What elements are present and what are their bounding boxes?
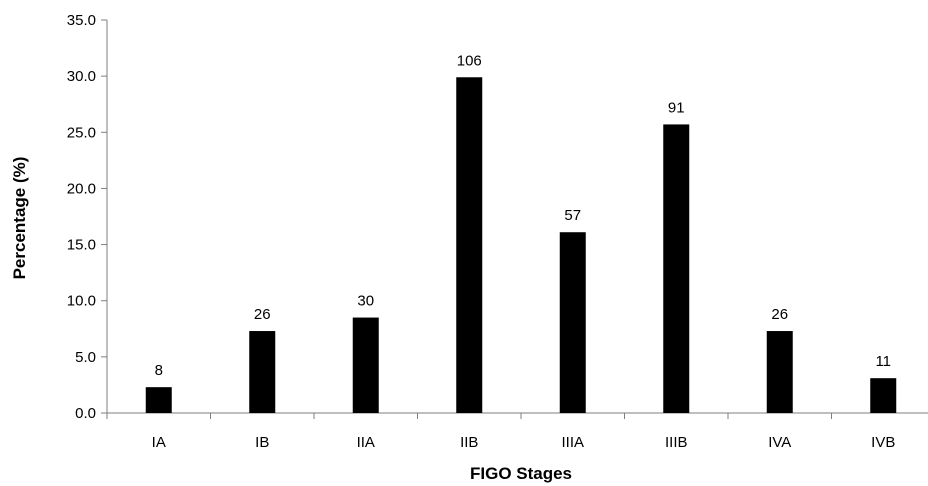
y-tick-label: 10.0 — [67, 293, 96, 310]
bar-iiia — [559, 232, 586, 413]
bar-iiib — [663, 124, 690, 413]
y-tick-label: 25.0 — [67, 124, 96, 141]
y-tick-label: 5.0 — [75, 349, 96, 366]
x-tick-label: IIIA — [561, 434, 584, 451]
data-label: 91 — [668, 99, 685, 116]
bars — [145, 77, 897, 413]
data-label: 8 — [155, 362, 163, 379]
y-tick-label: 30.0 — [67, 68, 96, 85]
x-tick-label: IIIB — [665, 434, 688, 451]
bar-ivb — [870, 378, 897, 413]
labels: IA 8 IB 26 IIA 30 IIB 106 IIIA 57 IIIB 91 IVA 26 IVB 11 — [152, 52, 896, 451]
x-tick-label: IB — [255, 434, 269, 451]
x-tick-label: IVA — [768, 434, 791, 451]
data-label: 30 — [357, 293, 374, 310]
bar-iva — [766, 331, 793, 413]
axes: 0.0 5.0 10.0 15.0 20.0 25.0 30.0 35.0 — [67, 12, 928, 422]
y-tick-label: 35.0 — [67, 12, 96, 29]
x-tick-label: IIA — [357, 434, 375, 451]
y-tick-label: 15.0 — [67, 237, 96, 254]
y-tick-label: 20.0 — [67, 180, 96, 197]
x-tick-label: IA — [152, 434, 166, 451]
data-label: 11 — [875, 353, 891, 370]
x-axis-title: FIGO Stages — [470, 464, 572, 483]
bar-iib — [456, 77, 483, 413]
data-label: 106 — [457, 52, 482, 69]
y-axis-title: Percentage (%) — [10, 157, 29, 280]
data-label: 57 — [564, 207, 581, 224]
y-tick-label: 0.0 — [75, 405, 96, 422]
bar-ib — [249, 331, 276, 413]
x-tick-label: IIB — [460, 434, 478, 451]
data-label: 26 — [771, 306, 788, 323]
x-tick-label: IVB — [871, 434, 895, 451]
bar-ia — [145, 387, 172, 413]
bar-iia — [352, 317, 379, 413]
data-label: 26 — [254, 306, 271, 323]
